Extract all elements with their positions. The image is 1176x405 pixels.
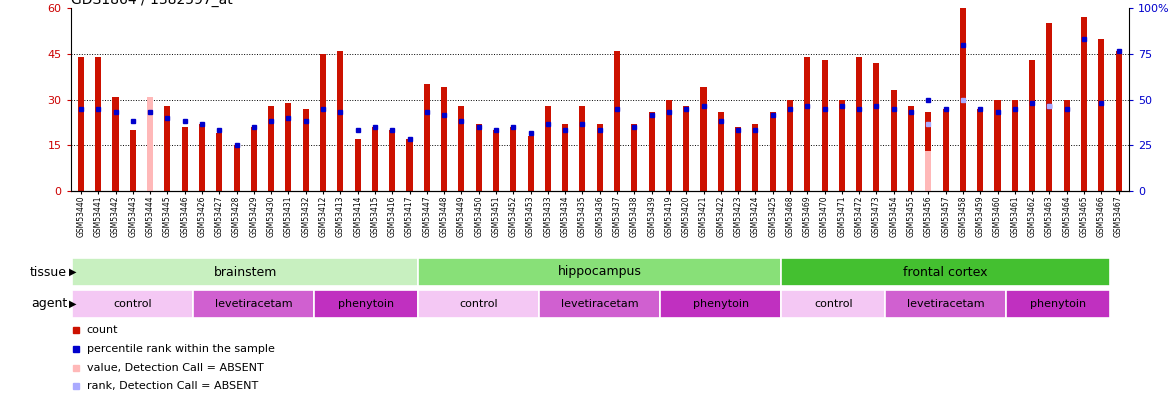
Text: rank, Detection Call = ABSENT: rank, Detection Call = ABSENT [87, 381, 258, 391]
Bar [72, 258, 419, 286]
Bar [804, 57, 810, 191]
Bar [660, 290, 781, 318]
Bar [199, 124, 205, 191]
Bar [890, 90, 897, 191]
Bar [320, 54, 326, 191]
Text: phenytoin: phenytoin [1030, 299, 1087, 309]
Text: frontal cortex: frontal cortex [903, 266, 988, 279]
Bar [193, 290, 314, 318]
Bar [995, 100, 1001, 191]
Bar [822, 60, 828, 191]
Bar [886, 290, 1007, 318]
Text: control: control [114, 299, 152, 309]
Bar [286, 102, 292, 191]
Bar [735, 127, 741, 191]
Bar [1063, 100, 1070, 191]
Text: ▶: ▶ [69, 299, 76, 309]
Bar [683, 106, 689, 191]
Bar [389, 130, 395, 191]
Bar [632, 124, 637, 191]
Bar [419, 258, 781, 286]
Text: ▶: ▶ [69, 267, 76, 277]
Text: value, Detection Call = ABSENT: value, Detection Call = ABSENT [87, 362, 263, 373]
Bar [475, 124, 482, 191]
Bar [1081, 17, 1087, 191]
Bar [113, 96, 119, 191]
Bar [838, 100, 844, 191]
Bar [441, 87, 447, 191]
Bar [562, 124, 568, 191]
Bar [528, 136, 534, 191]
Bar [1098, 38, 1104, 191]
Text: agent: agent [31, 298, 67, 311]
Bar [181, 127, 188, 191]
Bar [302, 109, 309, 191]
Bar [717, 112, 724, 191]
Bar [338, 51, 343, 191]
Bar [355, 139, 361, 191]
Text: levetiracetam: levetiracetam [907, 299, 984, 309]
Bar [874, 63, 880, 191]
Bar [1047, 23, 1053, 191]
Bar [614, 51, 620, 191]
Text: tissue: tissue [31, 266, 67, 279]
Text: control: control [814, 299, 853, 309]
Bar [234, 145, 240, 191]
Bar [908, 106, 914, 191]
Bar [781, 290, 886, 318]
Bar [580, 106, 586, 191]
Bar [1007, 290, 1110, 318]
Bar [314, 290, 419, 318]
Text: brainstem: brainstem [214, 266, 276, 279]
Bar [78, 57, 83, 191]
Bar [666, 100, 671, 191]
Bar [147, 96, 153, 191]
Text: phenytoin: phenytoin [693, 299, 749, 309]
Bar [165, 106, 171, 191]
Bar [1029, 60, 1035, 191]
Text: percentile rank within the sample: percentile rank within the sample [87, 344, 275, 354]
Bar [147, 96, 153, 191]
Bar [960, 0, 965, 191]
Text: levetiracetam: levetiracetam [215, 299, 293, 309]
Bar [787, 100, 793, 191]
Bar [216, 133, 222, 191]
Bar [459, 106, 465, 191]
Bar [72, 290, 193, 318]
Text: phenytoin: phenytoin [339, 299, 394, 309]
Bar [493, 130, 499, 191]
Bar [596, 124, 603, 191]
Bar [419, 290, 540, 318]
Text: hippocampus: hippocampus [557, 266, 642, 279]
Text: GDS1864 / 1382597_at: GDS1864 / 1382597_at [71, 0, 233, 7]
Bar [769, 112, 776, 191]
Bar [926, 112, 931, 191]
Text: control: control [460, 299, 497, 309]
Text: count: count [87, 325, 119, 335]
Bar [781, 258, 1110, 286]
Bar [701, 87, 707, 191]
Bar [1011, 100, 1018, 191]
Bar [95, 57, 101, 191]
Bar [129, 130, 136, 191]
Bar [649, 112, 655, 191]
Bar [372, 127, 377, 191]
Bar [977, 109, 983, 191]
Bar [250, 127, 256, 191]
Bar [926, 151, 931, 191]
Bar [544, 106, 550, 191]
Bar [856, 57, 862, 191]
Bar [1116, 51, 1122, 191]
Bar [943, 109, 949, 191]
Bar [423, 84, 430, 191]
Text: levetiracetam: levetiracetam [561, 299, 639, 309]
Bar [510, 127, 516, 191]
Bar [268, 106, 274, 191]
Bar [407, 139, 413, 191]
Bar [753, 124, 759, 191]
Bar [540, 290, 660, 318]
